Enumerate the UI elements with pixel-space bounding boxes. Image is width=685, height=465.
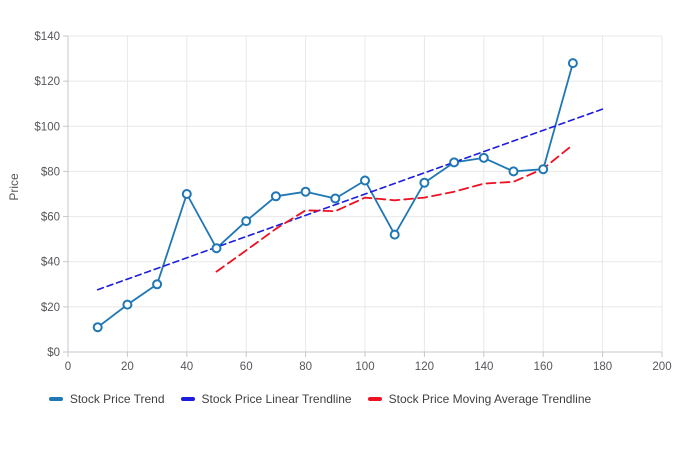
- data-point[interactable]: [152, 279, 163, 290]
- data-point[interactable]: [508, 166, 519, 177]
- data-point[interactable]: [419, 177, 430, 188]
- x-tick-label: 200: [652, 361, 671, 373]
- y-tick-label: $0: [47, 347, 60, 359]
- data-point[interactable]: [181, 189, 192, 199]
- x-tick-label: 20: [121, 361, 134, 373]
- data-point[interactable]: [478, 152, 489, 163]
- data-point[interactable]: [449, 157, 460, 168]
- data-point[interactable]: [389, 229, 400, 240]
- data-point[interactable]: [360, 175, 370, 186]
- data-point[interactable]: [538, 164, 549, 175]
- x-tick-label: 140: [474, 361, 493, 373]
- x-tick-label: 60: [240, 361, 253, 373]
- legend-swatch-icon: [180, 397, 195, 401]
- legend-swatch-icon: [48, 397, 63, 401]
- legend-swatch-icon: [367, 397, 382, 401]
- legend-label: Stock Price Moving Average Trendline: [388, 392, 592, 406]
- x-tick-label: 80: [299, 361, 312, 373]
- y-tick-label: $60: [41, 212, 60, 224]
- data-point[interactable]: [567, 58, 578, 69]
- data-point[interactable]: [211, 243, 222, 254]
- data-point[interactable]: [330, 193, 341, 204]
- y-tick-label: $140: [34, 31, 60, 43]
- data-point[interactable]: [122, 299, 133, 310]
- legend-item-2[interactable]: Stock Price Moving Average Trendline: [367, 392, 592, 406]
- y-tick-label: $100: [34, 121, 60, 133]
- series-line-1: [96, 108, 604, 291]
- y-tick-label: $40: [41, 257, 60, 269]
- y-tick-label: $120: [34, 76, 60, 88]
- x-tick-label: 180: [593, 361, 612, 373]
- x-tick-label: 0: [65, 361, 71, 373]
- x-tick-label: 100: [355, 361, 374, 373]
- chart-legend: Stock Price Trend Stock Price Linear Tren…: [0, 392, 640, 406]
- data-point[interactable]: [270, 191, 281, 202]
- legend-label: Stock Price Linear Trendline: [201, 392, 352, 406]
- y-axis-title: Price: [7, 173, 21, 201]
- legend-item-1[interactable]: Stock Price Linear Trendline: [180, 392, 352, 406]
- x-tick-label: 40: [180, 361, 193, 373]
- y-tick-label: $80: [41, 166, 60, 178]
- legend-item-0[interactable]: Stock Price Trend: [48, 392, 165, 406]
- y-tick-label: $20: [41, 302, 60, 314]
- data-point[interactable]: [92, 322, 103, 333]
- x-tick-label: 120: [415, 361, 434, 373]
- x-tick-label: 160: [534, 361, 553, 373]
- series-line-2: [215, 143, 574, 273]
- legend-label: Stock Price Trend: [69, 392, 165, 406]
- data-point[interactable]: [300, 186, 311, 197]
- data-point[interactable]: [241, 216, 252, 227]
